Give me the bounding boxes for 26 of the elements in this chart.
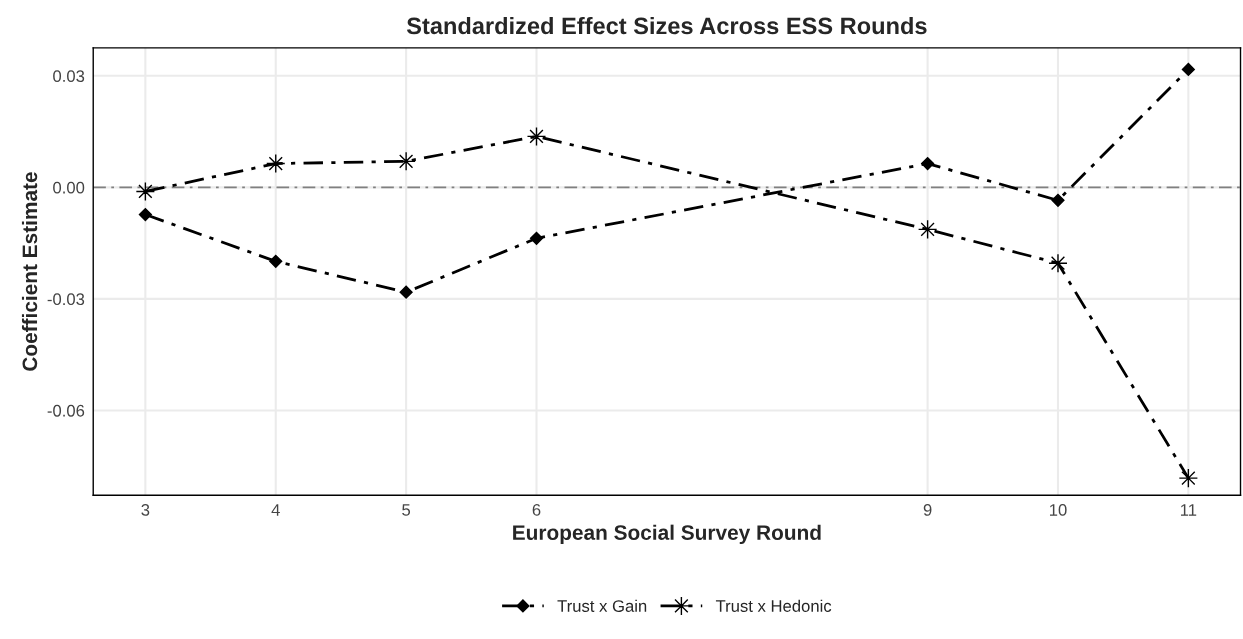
point	[396, 151, 416, 172]
y-tick-label: 0.00	[53, 181, 85, 194]
chart-title: Standardized Effect Sizes Across ESS Rounds	[406, 16, 927, 35]
point	[1181, 62, 1195, 77]
x-tick-label: 10	[1049, 504, 1067, 516]
x-tick-label: 5	[402, 504, 411, 516]
point	[269, 254, 283, 268]
x-tick-label: 3	[141, 504, 150, 516]
point	[399, 285, 413, 299]
x-tick-label: 11	[1180, 504, 1197, 516]
point	[138, 207, 152, 222]
y-tick-label: -0.06	[47, 404, 85, 417]
y-axis-title: Coefficient Estimate	[21, 172, 38, 371]
x-tick-label: 9	[923, 504, 932, 516]
legend-label: Trust x Hedonic	[715, 599, 832, 612]
point	[1051, 193, 1065, 207]
x-axis-title: European Social Survey Round	[513, 524, 821, 545]
point	[1048, 253, 1068, 273]
point	[921, 156, 935, 171]
point	[529, 231, 544, 245]
legend-label: Trust x Gain	[557, 599, 647, 612]
point	[1178, 468, 1199, 488]
x-tick-label: 6	[532, 504, 541, 516]
x-tick-label: 4	[271, 504, 280, 516]
y-tick-label: 0.03	[53, 70, 85, 83]
y-tick-label: -0.03	[47, 293, 85, 306]
